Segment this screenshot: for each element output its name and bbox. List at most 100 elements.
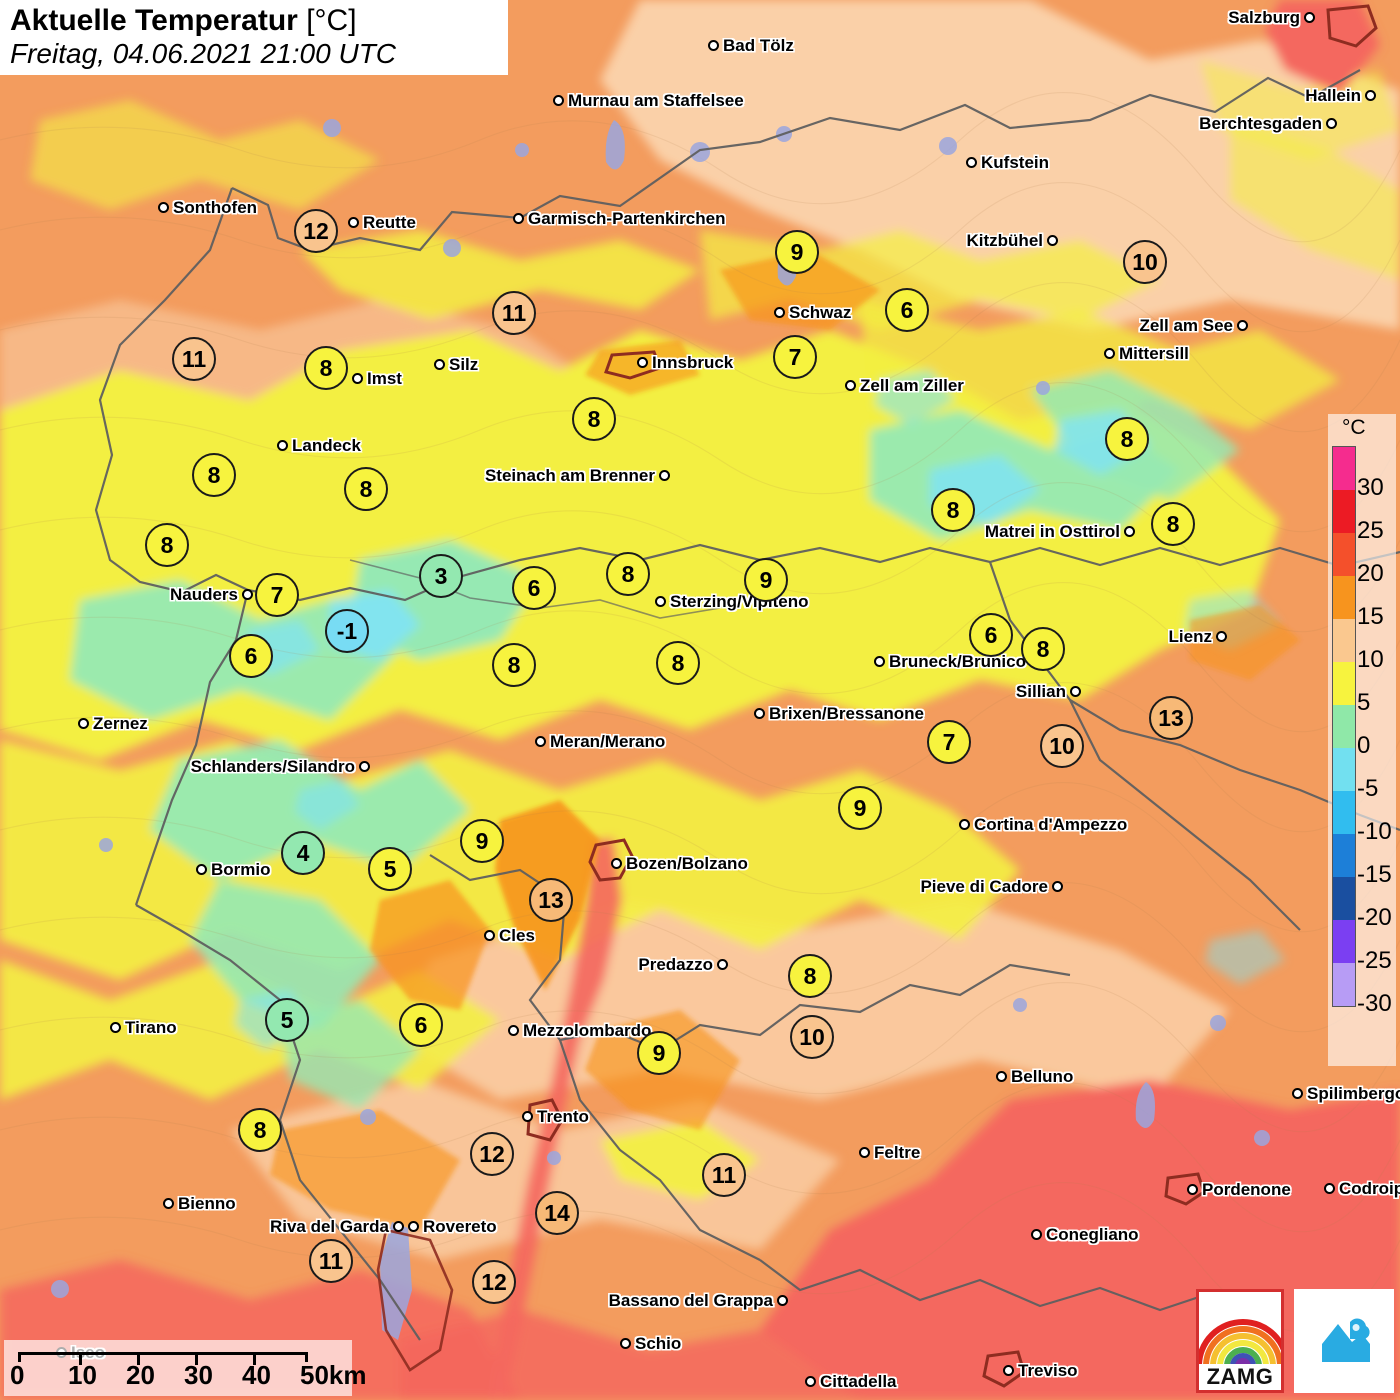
colorbar-tick: 10: [1357, 646, 1384, 673]
station-temperature-marker[interactable]: 14: [535, 1191, 579, 1235]
colorbar-tick-labels: 30 25 20 15 10 5 0 -5 -10 -15 -20 -25 -30: [1357, 446, 1397, 1016]
station-temperature-marker[interactable]: 9: [637, 1031, 681, 1075]
station-temperature-marker[interactable]: 11: [172, 337, 216, 381]
scale-bar-label: 40: [242, 1360, 271, 1390]
colorbar-tick: -15: [1357, 861, 1392, 888]
station-temperature-marker[interactable]: 8: [492, 643, 536, 687]
station-temperature-marker[interactable]: 9: [744, 558, 788, 602]
station-temperature-marker[interactable]: 8: [1021, 627, 1065, 671]
station-temperature-marker[interactable]: 11: [492, 291, 536, 335]
scale-bar-tick: [253, 1355, 256, 1365]
station-temperature-marker[interactable]: 6: [399, 1003, 443, 1047]
station-temperature-marker[interactable]: 8: [606, 552, 650, 596]
station-temperature-marker[interactable]: 8: [145, 523, 189, 567]
rainbow-icon: [1199, 1308, 1281, 1364]
station-temperature-marker[interactable]: 8: [304, 346, 348, 390]
title-main: Aktuelle Temperatur: [10, 4, 298, 37]
station-temperature-marker[interactable]: 5: [368, 847, 412, 891]
station-temperature-marker[interactable]: 10: [1123, 240, 1167, 284]
station-temperature-marker[interactable]: 8: [1105, 417, 1149, 461]
station-temperature-marker[interactable]: 11: [309, 1239, 353, 1283]
colorbar-band: [1333, 920, 1355, 963]
station-temperature-marker[interactable]: 8: [344, 467, 388, 511]
colorbar-band: [1333, 576, 1355, 619]
zamg-logo[interactable]: ZAMG: [1196, 1289, 1284, 1393]
colorbar-tick: 25: [1357, 517, 1384, 544]
geosphere-logo[interactable]: [1294, 1289, 1394, 1393]
colorbar-tick: 15: [1357, 603, 1384, 630]
colorbar-tick: 30: [1357, 474, 1384, 501]
title-datetime: Freitag, 04.06.2021 21:00 UTC: [10, 37, 397, 69]
station-temperature-marker[interactable]: 6: [885, 288, 929, 332]
colorbar-band: [1333, 834, 1355, 877]
station-temperature-marker[interactable]: 8: [238, 1108, 282, 1152]
station-temperature-marker[interactable]: 7: [255, 573, 299, 617]
station-temperature-marker[interactable]: 7: [773, 335, 817, 379]
station-temperature-marker[interactable]: 8: [192, 453, 236, 497]
temperature-colorbar: °C 30 25 20 15 10 5 0 -5 -10 -15 -20 -25 -30: [1328, 414, 1396, 1066]
colorbar-band: [1333, 447, 1355, 490]
colorbar-band: [1333, 748, 1355, 791]
station-temperature-marker[interactable]: 9: [775, 230, 819, 274]
station-temperature-marker[interactable]: 8: [656, 641, 700, 685]
station-temperature-marker[interactable]: 10: [790, 1015, 834, 1059]
colorbar-band: [1333, 619, 1355, 662]
station-temperature-marker[interactable]: 12: [472, 1260, 516, 1304]
station-temperature-marker[interactable]: 6: [969, 613, 1013, 657]
scale-bar-label: 10: [68, 1360, 97, 1390]
station-temperature-marker[interactable]: 9: [838, 786, 882, 830]
station-temperature-marker[interactable]: -1: [325, 609, 369, 653]
station-temperature-marker[interactable]: 13: [529, 878, 573, 922]
scale-bar-tick: [137, 1355, 140, 1365]
title-unit: [°C]: [306, 4, 357, 37]
colorbar-tick: 0: [1357, 732, 1371, 759]
station-temperature-marker[interactable]: 8: [788, 954, 832, 998]
scale-bar: 0 10 20 30 40 50km: [4, 1340, 367, 1396]
scale-bar-tick: [79, 1355, 82, 1365]
colorbar-tick: -5: [1357, 775, 1379, 802]
colorbar-tick: -10: [1357, 818, 1392, 845]
title-box: Aktuelle Temperatur [°C] Freitag, 04.06.…: [0, 0, 508, 75]
station-temperature-marker[interactable]: 3: [419, 554, 463, 598]
colorbar-tick: -25: [1357, 947, 1392, 974]
colorbar-tick: 20: [1357, 560, 1384, 587]
scale-bar-labels: 0 10 20 30 40 50km: [4, 1360, 367, 1392]
scale-bar-line: [18, 1352, 308, 1365]
station-temperature-marker[interactable]: 5: [265, 998, 309, 1042]
colorbar-tick: -20: [1357, 904, 1392, 931]
zamg-logo-text: ZAMG: [1199, 1364, 1281, 1390]
station-temperature-marker[interactable]: 8: [931, 488, 975, 532]
station-temperature-marker[interactable]: 8: [572, 397, 616, 441]
colorbar-unit-label: °C: [1342, 416, 1366, 439]
colorbar-band: [1333, 705, 1355, 748]
colorbar-band: [1333, 877, 1355, 920]
colorbar-tick: 5: [1357, 689, 1371, 716]
scale-bar-tick: [195, 1355, 198, 1365]
scale-bar-label: 20: [126, 1360, 155, 1390]
colorbar-band: [1333, 533, 1355, 576]
colorbar-band: [1333, 490, 1355, 533]
station-temperature-marker[interactable]: 13: [1149, 696, 1193, 740]
scale-bar-label: 0: [10, 1360, 25, 1390]
station-temperature-marker[interactable]: 11: [702, 1153, 746, 1197]
station-temperature-marker[interactable]: 8: [1151, 502, 1195, 546]
colorbar-band: [1333, 963, 1355, 1006]
station-temperature-marker[interactable]: 7: [927, 720, 971, 764]
station-temperature-marker[interactable]: 10: [1040, 724, 1084, 768]
mountain-cloud-icon: [1312, 1312, 1376, 1371]
colorbar-band: [1333, 662, 1355, 705]
station-temperature-marker[interactable]: 12: [294, 209, 338, 253]
colorbar-band: [1333, 791, 1355, 834]
station-temperature-marker[interactable]: 12: [470, 1132, 514, 1176]
station-temperature-marker[interactable]: 6: [229, 634, 273, 678]
scale-bar-label: 30: [184, 1360, 213, 1390]
colorbar-tick: -30: [1357, 990, 1392, 1017]
station-temperature-marker[interactable]: 9: [460, 819, 504, 863]
colorbar-strip: [1332, 446, 1356, 1007]
page-title: Aktuelle Temperatur [°C]: [10, 4, 500, 38]
station-temperature-marker[interactable]: 6: [512, 566, 556, 610]
scale-bar-label: 50km: [300, 1360, 367, 1390]
station-temperature-marker[interactable]: 4: [281, 831, 325, 875]
